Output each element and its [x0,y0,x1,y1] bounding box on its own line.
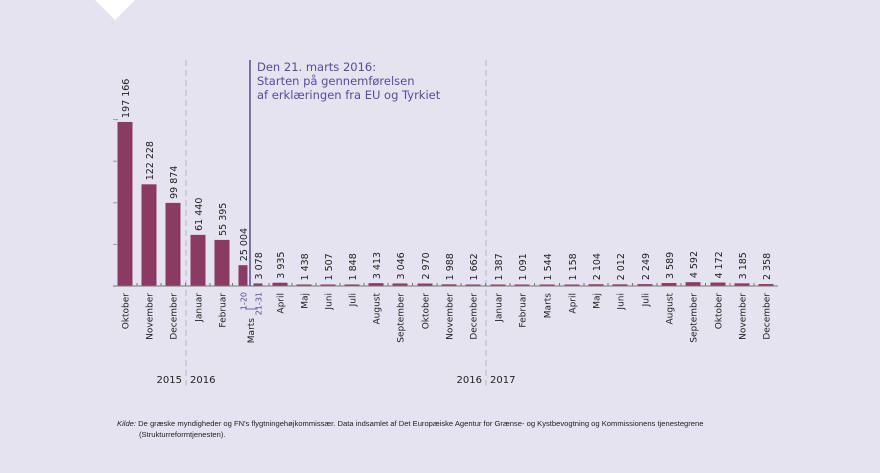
bar [465,284,481,286]
bar [539,284,555,286]
value-label: 3 413 [372,252,383,279]
value-label: 3 935 [276,252,287,279]
bar [514,284,530,286]
bar [117,121,133,286]
bar [141,184,157,286]
category-label: September [397,293,407,343]
value-label: 1 507 [324,253,335,280]
category-label: Februar [219,293,229,328]
category-label: Maj [593,293,603,309]
bar [368,283,384,286]
category-label: Januar [195,293,205,323]
category-label: August [373,293,383,325]
bar [392,283,408,286]
annotation-line-3: af erklæringen fra EU og Tyrkiet [257,88,441,102]
category-label: December [170,293,180,340]
bar [165,202,181,286]
source-text: De græske myndigheder og FN's flygtninge… [138,419,704,428]
value-label: 25 004 [239,228,250,261]
value-label: 1 662 [469,253,480,280]
value-label: 197 166 [121,79,132,118]
year-label-2016-end: 2016 [457,375,482,386]
value-label: 1 988 [445,253,456,280]
category-label: Maj [301,293,311,309]
bar [296,284,312,286]
category-label: November [739,293,749,340]
category-label: 21-31 [255,292,264,315]
category-label: Oktober [715,293,725,330]
bar [685,282,701,286]
category-label: 1-20 [240,292,249,310]
category-label: Juli [349,293,359,307]
bar [734,283,750,286]
annotation-line-2: Starten på gennemførelsen [257,74,415,88]
value-label: 3 046 [396,252,407,279]
source-label: Kilde: [117,419,136,428]
value-label: 4 172 [714,251,725,278]
value-label: 61 440 [194,198,205,231]
bar [253,283,263,286]
value-label: 3 078 [254,252,265,279]
bar [272,282,288,286]
bar [612,284,628,286]
bar [588,284,604,286]
category-label: December [763,293,773,340]
bar [758,284,774,286]
value-label: 2 104 [592,253,603,280]
bar [637,284,653,286]
category-label: Januar [495,293,505,323]
value-label: 1 848 [348,253,359,280]
category-label: Juni [617,293,627,311]
source-text-2: (Strukturreformtjenesten). [139,430,226,439]
category-label: Oktober [122,293,132,330]
category-label: Juli [642,293,652,307]
category-label: Marts [544,293,554,319]
value-label: 2 012 [616,253,627,280]
category-label: September [690,293,700,343]
category-label: Oktober [422,293,432,330]
category-label: November [146,293,156,340]
value-label: 99 874 [169,166,180,199]
value-label: 1 158 [568,253,579,280]
bar [710,282,726,286]
bar [320,284,336,286]
bar [490,284,506,286]
source-note: Kilde: De græske myndigheder og FN's fly… [117,418,817,440]
value-label: 55 395 [218,203,229,236]
bar [564,284,580,286]
value-label: 3 589 [665,252,676,279]
corner-decoration [95,0,135,20]
march-group-label: Marts [247,318,257,344]
year-label-2015: 2015 [157,375,182,386]
category-label: Februar [519,293,529,328]
value-label: 1 387 [494,253,505,280]
value-label: 2 249 [641,253,652,280]
category-label: August [666,293,676,325]
bar [238,265,248,286]
value-label: 1 438 [300,253,311,280]
bar [344,284,360,286]
bar [417,283,433,286]
value-label: 4 592 [689,251,700,278]
bar [441,284,457,286]
year-label-2017: 2017 [490,375,515,386]
value-label: 2 970 [421,252,432,279]
annotation-line-1: Den 21. marts 2016: [257,60,376,74]
category-label: November [446,293,456,340]
value-label: 122 228 [145,141,156,180]
value-label: 1 544 [543,253,554,280]
bar [190,234,206,286]
category-label: December [470,293,480,340]
category-label: April [569,293,579,314]
value-label: 1 091 [518,253,529,280]
year-label-2016: 2016 [190,375,215,386]
value-label: 3 185 [738,252,749,279]
category-label: Juni [325,293,335,311]
value-label: 2 358 [762,253,773,280]
bar [661,283,677,286]
category-label: April [277,293,287,314]
bar [214,239,230,286]
